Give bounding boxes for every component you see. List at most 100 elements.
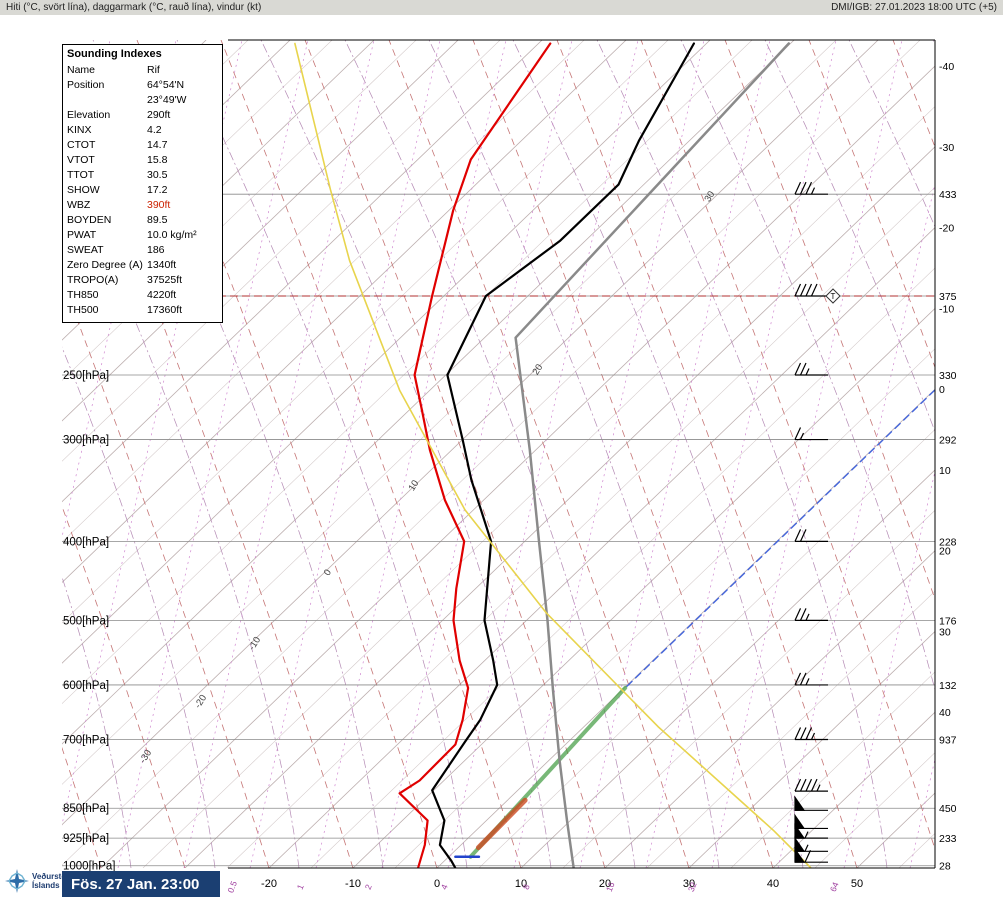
pressure-gridlines — [62, 193, 935, 867]
index-value: 4.2 — [147, 124, 162, 136]
index-row: TTOT 30.5 — [67, 168, 218, 183]
adiabat-inline-label: -30 — [138, 748, 155, 765]
right-height-label: 433 — [939, 189, 957, 201]
logo-text-line2: Íslands — [32, 881, 60, 890]
bottom-temp-label: 20 — [599, 878, 611, 890]
index-row: TH850 4220ft — [67, 288, 218, 303]
index-value: 30.5 — [147, 169, 168, 181]
index-label: KINX — [67, 124, 92, 136]
right-temp-label: -30 — [939, 142, 954, 154]
index-row: TH500 17360ft — [67, 303, 218, 318]
wind-barb — [794, 672, 828, 686]
right-temp-label: 30 — [939, 626, 951, 638]
wind-barb — [794, 823, 828, 839]
wind-barb — [794, 727, 828, 741]
pressure-axis-label: 925[hPa] — [63, 833, 109, 845]
wind-barb — [794, 795, 828, 811]
bottom-temp-label: 10 — [515, 878, 527, 890]
index-row: Elevation 290ft — [67, 108, 218, 123]
pressure-axis-label: 250[hPa] — [63, 370, 109, 382]
parcel-path-warm-segment — [475, 797, 528, 851]
index-label: TTOT — [67, 169, 95, 181]
freezing-isotherm-dashed — [624, 389, 935, 689]
sounding-indexes-title: Sounding Indexes — [67, 48, 162, 60]
index-label: Zero Degree (A) — [67, 259, 143, 271]
right-height-label: 330 — [939, 370, 957, 382]
right-temp-label: -40 — [939, 61, 954, 73]
bottom-temp-label: 50 — [851, 878, 863, 890]
mixing-ratio-label: 4 — [439, 883, 450, 891]
index-value: 390ft — [147, 199, 171, 211]
right-height-label: 228 — [939, 536, 957, 548]
index-label: TH500 — [67, 304, 99, 316]
index-value: 4220ft — [147, 289, 177, 301]
right-temp-label: 0 — [939, 384, 945, 396]
header-left-title: Hiti (°C, svört lína), daggarmark (°C, r… — [6, 2, 262, 13]
index-value: 14.7 — [147, 139, 168, 151]
bottom-temp-label: 30 — [683, 878, 695, 890]
wind-barb — [794, 181, 828, 195]
mixing-ratio-label: 8 — [521, 883, 532, 891]
wind-barb — [794, 608, 828, 621]
adiabat-inline-label: -20 — [193, 693, 210, 710]
header-bar: Hiti (°C, svört lína), daggarmark (°C, r… — [0, 0, 1003, 15]
adiabat-inline-label: 30 — [702, 189, 717, 204]
pressure-axis-label: 850[hPa] — [63, 803, 109, 815]
index-label: TROPO(A) — [67, 274, 119, 286]
index-value: 89.5 — [147, 214, 168, 226]
tropopause-marker: T — [825, 288, 841, 304]
right-temp-label: -20 — [939, 223, 954, 235]
datetime-bar: Fös. 27 Jan. 23:00 — [62, 871, 220, 897]
index-value: 64°54'N 23°49'W — [147, 79, 187, 106]
wind-barb — [794, 283, 828, 297]
mixing-ratio-label: 2 — [363, 883, 374, 891]
wind-barb — [794, 813, 828, 830]
met-office-logo: Veðurstofa Íslands — [5, 869, 73, 893]
adiabat-inline-label: 20 — [530, 362, 545, 377]
right-temp-label: -10 — [939, 303, 954, 315]
index-label: WBZ — [67, 199, 91, 211]
index-label: BOYDEN — [67, 214, 112, 226]
index-row: WBZ 390ft — [67, 198, 218, 213]
index-value: 17360ft — [147, 304, 183, 316]
wind-barb — [794, 427, 828, 441]
temperature-curve — [431, 42, 696, 868]
datetime-label: Fös. 27 Jan. 23:00 — [71, 875, 200, 893]
index-label: CTOT — [67, 139, 96, 151]
pressure-axis-label: 500[hPa] — [63, 615, 109, 627]
logo-text: Veðurstofa Íslands — [32, 872, 73, 890]
right-height-label: 375 — [939, 291, 957, 303]
reference-yellow-curve — [294, 42, 812, 868]
index-row: CTOT 14.7 — [67, 138, 218, 153]
mixing-ratio-label: 16 — [604, 880, 617, 893]
index-value: 37525ft — [147, 274, 183, 286]
sounding-indexes-panel: Sounding Indexes Name Rif Position 64°54'N … — [62, 44, 223, 323]
skewt-background-grid — [62, 40, 935, 868]
index-label: VTOT — [67, 154, 95, 166]
index-value: 15.8 — [147, 154, 168, 166]
right-height-label: 28 — [939, 861, 951, 873]
wind-barb — [794, 529, 828, 542]
adiabat-inline-label: 10 — [406, 478, 421, 493]
bottom-temp-label: -10 — [345, 878, 361, 890]
index-label: Position — [67, 79, 105, 91]
index-value: 10.0 kg/m² — [147, 229, 197, 241]
index-label: Name — [67, 64, 96, 76]
index-value: Rif — [147, 64, 160, 76]
index-row: TROPO(A) 37525ft — [67, 273, 218, 288]
logo-text-line1: Veðurstofa — [32, 872, 74, 881]
wind-barb — [794, 362, 828, 376]
pressure-axis-label: 1000[hPa] — [63, 861, 115, 873]
pressure-axis-label: 700[hPa] — [63, 734, 109, 746]
mixing-ratio-label: 64 — [828, 880, 841, 893]
index-row: SHOW 17.2 — [67, 183, 218, 198]
index-row: KINX 4.2 — [67, 123, 218, 138]
index-row: VTOT 15.8 — [67, 153, 218, 168]
adiabat-inline-label: -10 — [247, 635, 264, 652]
index-row: BOYDEN 89.5 — [67, 213, 218, 228]
index-value: 186 — [147, 244, 165, 256]
right-height-label: 292 — [939, 435, 957, 447]
header-right-info: DMI/IGB: 27.01.2023 18:00 UTC (+5) — [831, 2, 997, 13]
index-label: SWEAT — [67, 244, 104, 256]
index-row: Name Rif — [67, 63, 218, 78]
